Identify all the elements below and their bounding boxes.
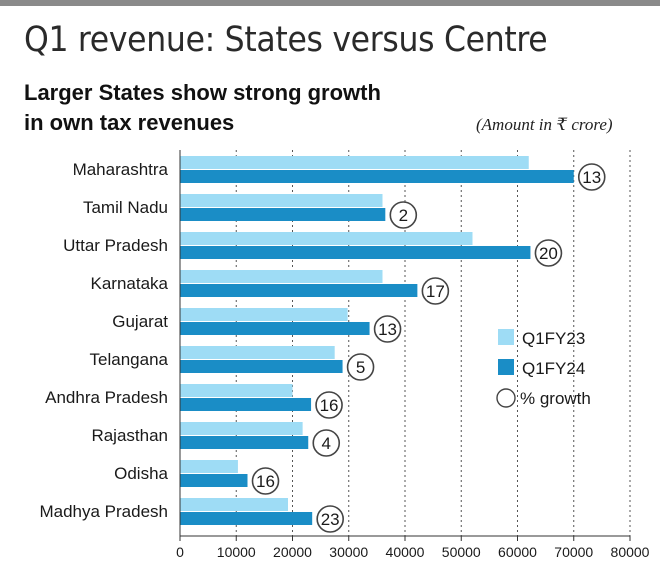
bar-q1fy24 bbox=[180, 170, 574, 183]
x-tick-label: 20000 bbox=[273, 544, 312, 560]
category-label: Uttar Pradesh bbox=[63, 236, 168, 255]
legend-label-q1fy24: Q1FY24 bbox=[522, 359, 585, 378]
x-tick-label: 0 bbox=[176, 544, 184, 560]
subtitle-line-1: Larger States show strong growth bbox=[24, 80, 381, 105]
x-tick-label: 80000 bbox=[611, 544, 650, 560]
bar-q1fy23 bbox=[180, 308, 348, 321]
bar-q1fy24 bbox=[180, 208, 386, 221]
unit-note: (Amount in ₹ crore) bbox=[476, 115, 613, 134]
bars bbox=[180, 156, 574, 525]
bar-q1fy24 bbox=[180, 284, 418, 297]
growth-circle bbox=[421, 277, 450, 305]
bar-q1fy23 bbox=[180, 194, 383, 207]
x-tick-label: 70000 bbox=[554, 544, 593, 560]
category-label: Maharashtra bbox=[73, 160, 169, 179]
bar-q1fy24 bbox=[180, 512, 313, 525]
bar-q1fy24 bbox=[180, 246, 531, 259]
legend-swatch-q1fy23 bbox=[498, 329, 514, 345]
category-label: Andhra Pradesh bbox=[45, 388, 168, 407]
chart-title: Q1 revenue: States versus Centre bbox=[24, 20, 548, 60]
category-label: Rajasthan bbox=[91, 426, 168, 445]
growth-circle bbox=[346, 353, 375, 381]
category-label: Odisha bbox=[114, 464, 168, 483]
growth-value: 16 bbox=[320, 396, 339, 415]
bar-q1fy23 bbox=[180, 498, 288, 511]
category-label: Telangana bbox=[90, 350, 169, 369]
growth-circle bbox=[389, 201, 418, 229]
bar-q1fy24 bbox=[180, 398, 312, 411]
growth-value: 4 bbox=[322, 434, 331, 453]
bar-q1fy23 bbox=[180, 156, 529, 169]
x-tick-label: 30000 bbox=[329, 544, 368, 560]
x-tick-label: 40000 bbox=[386, 544, 425, 560]
growth-circle bbox=[315, 391, 343, 419]
bar-q1fy23 bbox=[180, 422, 303, 435]
top-rule bbox=[0, 0, 660, 6]
category-label: Madhya Pradesh bbox=[39, 502, 168, 521]
bar-q1fy23 bbox=[180, 232, 473, 245]
category-label: Gujarat bbox=[112, 312, 168, 331]
growth-value: 2 bbox=[399, 206, 408, 225]
bar-q1fy24 bbox=[180, 322, 370, 335]
bar-q1fy23 bbox=[180, 384, 293, 397]
bar-q1fy23 bbox=[180, 460, 238, 473]
legend-swatch-q1fy24 bbox=[498, 359, 514, 375]
x-tick-labels: 0 10000 20000 30000 40000 50000 60000 70000 8000… bbox=[176, 536, 650, 560]
chart-subtitle: Larger States show strong growth in own … bbox=[24, 78, 444, 138]
bar-q1fy24 bbox=[180, 474, 248, 487]
category-label: Karnataka bbox=[91, 274, 169, 293]
legend-label-growth: % growth bbox=[520, 389, 591, 408]
growth-value: 5 bbox=[356, 358, 365, 377]
legend-label-q1fy23: Q1FY23 bbox=[522, 329, 585, 348]
growth-circle bbox=[316, 505, 344, 533]
x-tick-label: 10000 bbox=[217, 544, 256, 560]
growth-circle bbox=[312, 429, 341, 457]
growth-value: 17 bbox=[426, 282, 445, 301]
growth-value: 13 bbox=[378, 320, 397, 339]
growth-circle bbox=[373, 315, 402, 343]
subtitle-line-2: in own tax revenues bbox=[24, 110, 235, 135]
x-tick-label: 60000 bbox=[498, 544, 537, 560]
bar-q1fy24 bbox=[180, 436, 309, 449]
growth-circle bbox=[534, 239, 563, 267]
category-labels: Maharashtra Tamil Nadu Uttar Pradesh Karnat… bbox=[39, 160, 168, 521]
legend: Q1FY23 Q1FY24 % growth bbox=[496, 329, 591, 408]
growth-value: 20 bbox=[539, 244, 558, 263]
legend-circle-icon bbox=[496, 388, 516, 408]
bar-q1fy23 bbox=[180, 346, 335, 359]
bar-q1fy23 bbox=[180, 270, 383, 283]
growth-value: 13 bbox=[582, 168, 601, 187]
growth-circle bbox=[251, 467, 280, 495]
bar-q1fy24 bbox=[180, 360, 343, 373]
growth-annotations: 13 2 20 17 13 5 16 4 16 23 bbox=[251, 163, 606, 533]
growth-value: 16 bbox=[256, 472, 275, 491]
growth-circle bbox=[577, 163, 606, 191]
category-label: Tamil Nadu bbox=[83, 198, 168, 217]
growth-value: 23 bbox=[321, 510, 340, 529]
x-tick-label: 50000 bbox=[442, 544, 481, 560]
